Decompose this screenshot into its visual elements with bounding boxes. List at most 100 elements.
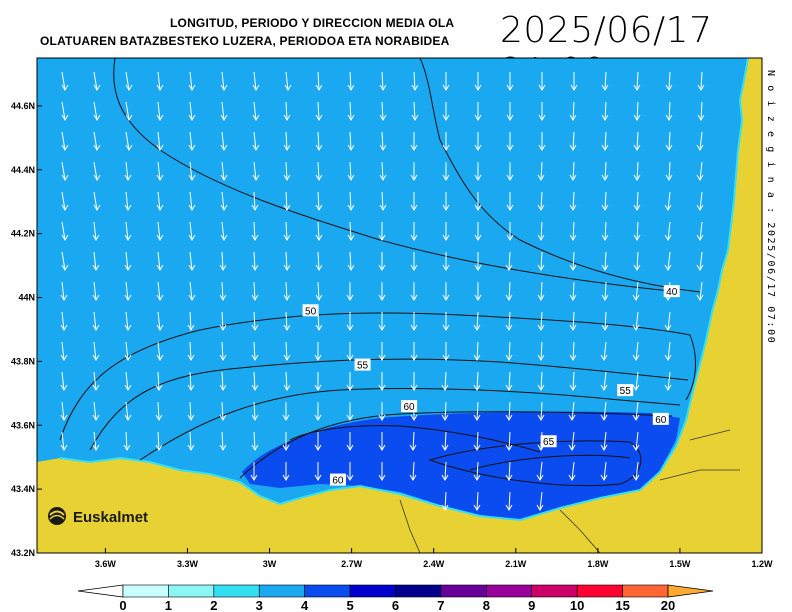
- wave-arrow: [442, 312, 450, 331]
- wave-arrow: [506, 72, 514, 91]
- wave-arrow: [156, 251, 164, 271]
- wave-arrow: [282, 462, 290, 481]
- contour-label: 55: [357, 361, 369, 372]
- lon-tick-label: 3.6W: [95, 559, 117, 569]
- wave-arrow: [92, 341, 100, 361]
- legend-label: 4: [301, 598, 309, 612]
- wave-arrow: [347, 131, 355, 151]
- lat-tick-label: 43.8N: [11, 356, 35, 366]
- wave-arrow: [124, 191, 132, 211]
- lon-tick-label: 2.4W: [423, 559, 445, 569]
- wave-arrow: [220, 101, 228, 121]
- wave-arrow: [600, 341, 608, 361]
- wave-arrow: [601, 281, 609, 301]
- wave-arrow: [569, 101, 577, 121]
- legend-high-arrow: [667, 584, 714, 598]
- wave-arrow: [632, 311, 640, 331]
- wave-arrow: [220, 161, 228, 181]
- wave-arrow: [251, 281, 259, 301]
- wave-arrow: [283, 131, 291, 151]
- wave-arrow: [442, 192, 450, 211]
- wave-arrow: [474, 282, 482, 301]
- longitude-axis: 3.6W 3.3W 3W 2.7W 2.4W 2.1W 1.8W 1.5W 1.2W: [95, 548, 773, 569]
- wave-arrow: [283, 341, 291, 361]
- wave-arrow: [378, 252, 386, 271]
- wave-arrow: [187, 401, 195, 421]
- wave-arrow: [600, 401, 608, 421]
- wave-arrow: [156, 281, 164, 301]
- issued-time: N o i z e g i n a : 2025/06/17 07:00: [765, 70, 776, 345]
- wave-arrow: [473, 401, 481, 421]
- contour-label: 50: [305, 306, 317, 317]
- wave-arrow: [569, 221, 577, 241]
- wave-arrow: [156, 131, 164, 151]
- wave-arrow: [506, 222, 514, 241]
- contour-label: 65: [543, 437, 555, 448]
- wave-arrow: [379, 71, 387, 91]
- wave-arrow: [442, 72, 450, 91]
- wave-arrow: [665, 131, 673, 151]
- logo-text: Euskalmet: [73, 509, 148, 526]
- wave-arrow: [474, 72, 482, 91]
- wave-arrow: [315, 221, 323, 241]
- wave-arrow: [251, 191, 259, 211]
- wave-arrow: [61, 101, 69, 121]
- wave-arrow: [633, 161, 641, 181]
- wave-arrow: [633, 131, 641, 151]
- wave-arrow: [252, 161, 260, 181]
- wave-arrow: [632, 371, 640, 391]
- wave-arrow: [506, 102, 514, 121]
- wave-arrow: [441, 431, 449, 451]
- wave-arrow: [505, 461, 513, 481]
- wave-arrow: [60, 281, 68, 301]
- wave-arrow: [473, 431, 481, 451]
- wave-arrow: [283, 191, 291, 211]
- wave-arrow: [569, 161, 577, 181]
- lon-tick-label: 1.8W: [587, 559, 609, 569]
- wave-arrow: [410, 372, 418, 391]
- wave-arrow: [187, 341, 195, 361]
- wave-arrow: [633, 221, 641, 241]
- wave-arrow: [473, 311, 481, 331]
- sea-deep-zone: [242, 411, 680, 520]
- wave-arrow: [632, 431, 640, 451]
- wave-arrow: [378, 342, 386, 361]
- wave-arrow: [315, 251, 323, 271]
- wave-arrow: [251, 341, 259, 361]
- wave-arrow: [568, 431, 576, 451]
- wave-arrow: [537, 341, 545, 361]
- wave-arrow: [283, 251, 291, 271]
- wave-arrow: [600, 461, 608, 481]
- wave-arrow: [61, 71, 69, 91]
- wave-arrow: [347, 251, 355, 271]
- wave-arrow: [156, 101, 164, 121]
- wave-arrow: [93, 161, 101, 181]
- wave-arrow: [188, 281, 196, 301]
- lat-tick-label: 44.4N: [11, 165, 35, 175]
- wave-arrow: [251, 371, 259, 391]
- wave-arrow: [410, 162, 418, 181]
- wave-arrow: [155, 431, 163, 451]
- wave-arrow: [219, 341, 227, 361]
- lon-tick-label: 3W: [263, 559, 277, 569]
- legend-label: 1: [165, 598, 172, 612]
- wave-arrow: [601, 311, 609, 331]
- wave-arrow: [315, 191, 323, 211]
- wave-arrow: [124, 221, 132, 241]
- wave-arrow: [314, 342, 322, 361]
- wave-arrow: [378, 372, 386, 391]
- contour-label: 60: [404, 402, 416, 413]
- wave-arrow: [696, 191, 704, 211]
- wave-arrow: [538, 132, 546, 151]
- wave-arrow: [633, 71, 641, 91]
- wave-arrow: [569, 281, 577, 301]
- wave-arrow: [474, 192, 482, 211]
- wave-arrow: [283, 101, 291, 121]
- lat-tick-label: 43.2N: [11, 548, 35, 558]
- legend-swatch: [213, 584, 260, 598]
- wave-arrow: [220, 221, 228, 241]
- wave-arrow: [410, 342, 418, 361]
- wave-arrow: [347, 101, 355, 121]
- legend-swatch: [258, 584, 305, 598]
- wave-arrow: [347, 191, 355, 211]
